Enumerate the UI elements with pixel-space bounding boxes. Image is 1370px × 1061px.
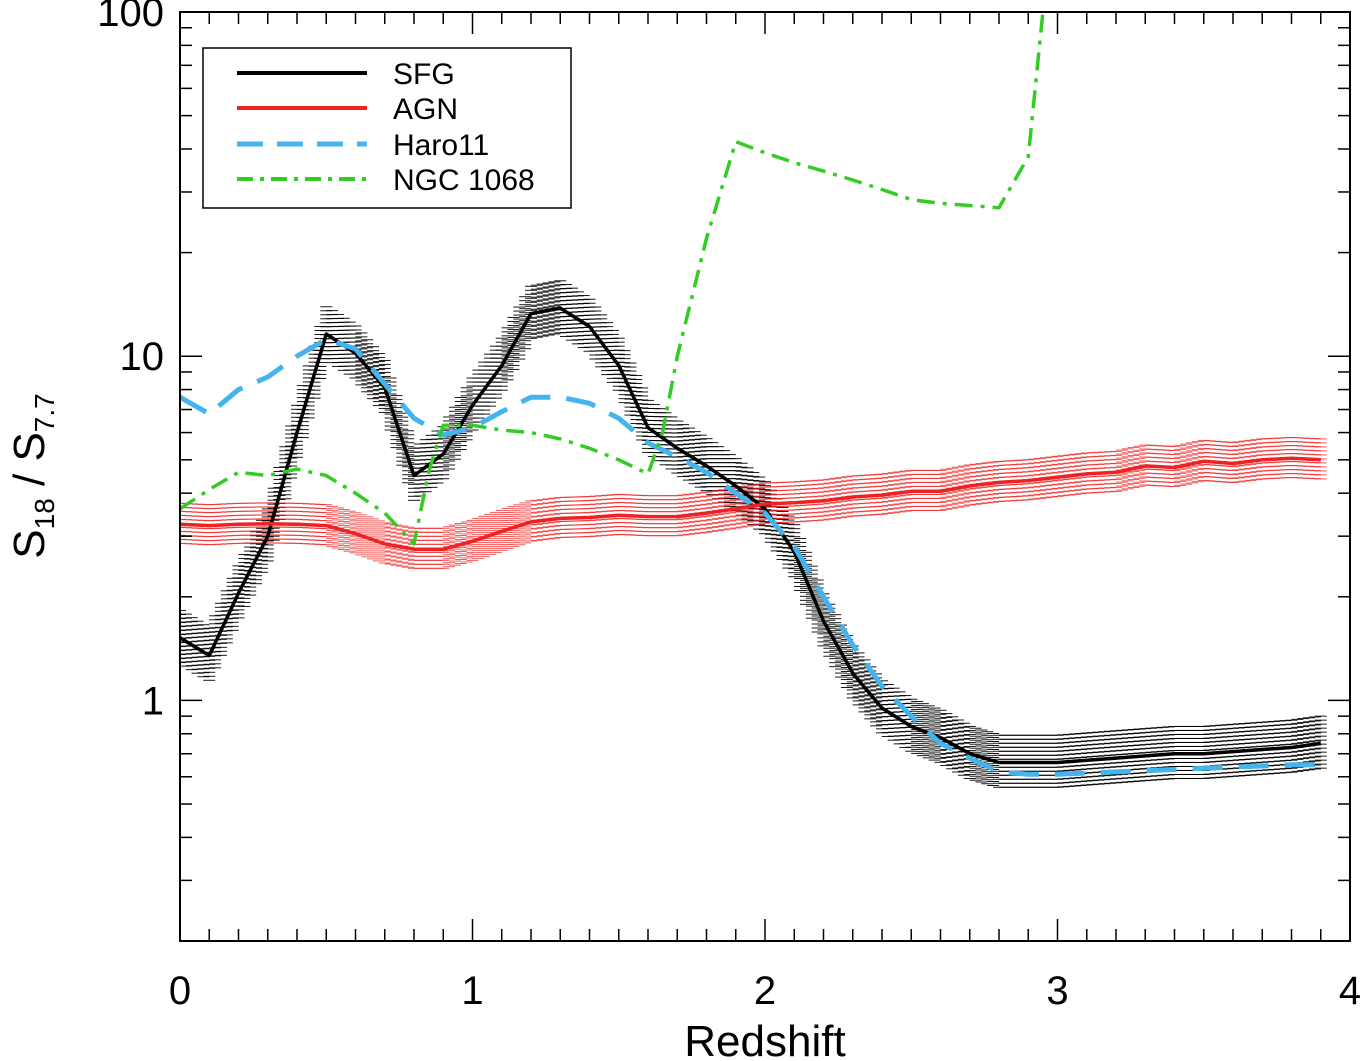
- series-lines: [180, 12, 1322, 777]
- series-line-ngc1068: [180, 12, 1045, 546]
- series-line-haro11: [180, 336, 1321, 777]
- series-line-agn: [180, 456, 1321, 551]
- error-bands: [180, 280, 1327, 788]
- series-line-sfg: [180, 306, 1322, 765]
